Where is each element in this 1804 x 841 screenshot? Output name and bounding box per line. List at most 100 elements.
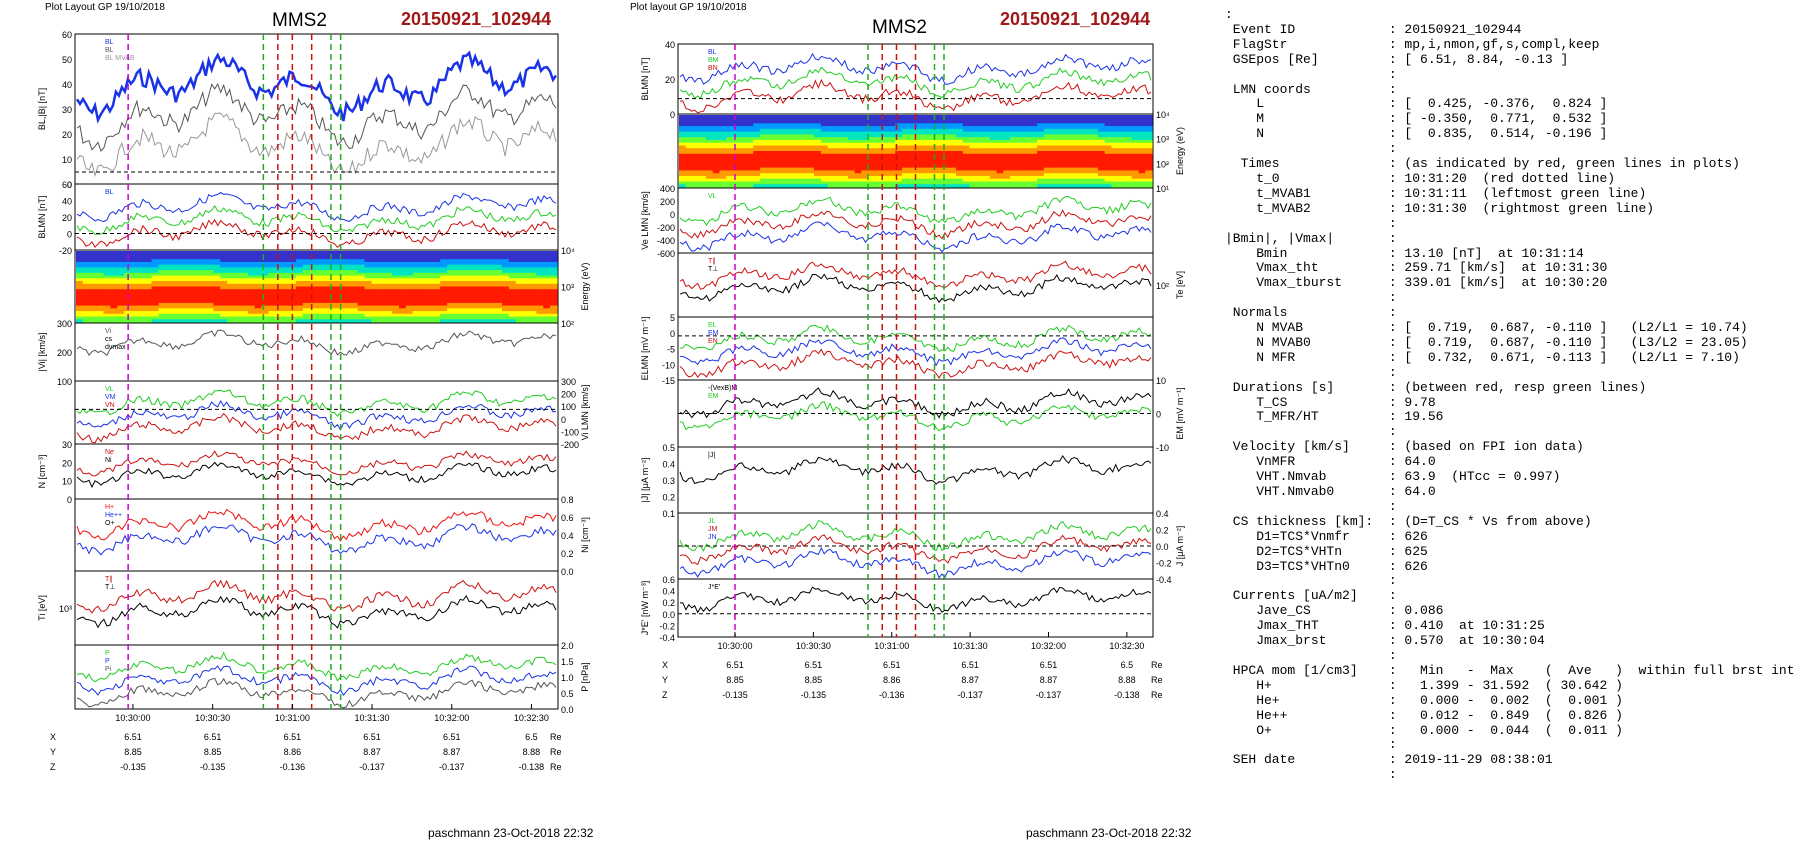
left-heat-cell (543, 267, 551, 271)
mid-heat-cell (699, 151, 707, 155)
left-heat-cell (144, 264, 153, 268)
mid-heat-cell (827, 134, 836, 138)
mid-heat-cell (969, 175, 977, 180)
mid-heat-cell (942, 153, 950, 158)
left-heat-cell (371, 283, 379, 288)
mid-heat-cell (699, 178, 707, 183)
left-heat-cell (371, 305, 379, 309)
left-heat-cell (522, 264, 531, 268)
mid-heat-cell (1037, 178, 1045, 183)
left-heat-cell (399, 305, 407, 309)
left-heat-cell (103, 316, 111, 320)
left-heat-cell (199, 275, 208, 279)
mid-heat-cell (1037, 151, 1045, 155)
mid-ytick-label: 0.5 (662, 443, 675, 453)
left-heat-cell (550, 297, 558, 301)
mid-heat-cell (773, 173, 781, 177)
left-heat-cell (213, 278, 221, 282)
mid-heat-cell (1145, 139, 1153, 144)
mid-heat-cell (692, 137, 700, 141)
mid-heat-cell (1138, 159, 1146, 163)
left-heat-cell (89, 297, 98, 301)
mid-heat-cell (1104, 120, 1113, 124)
left-pos-value: -0.135 (200, 762, 226, 772)
left-heat-cell (158, 270, 166, 274)
mid-heat-cell (820, 148, 829, 152)
left-ytick-label: 200 (57, 348, 72, 358)
mid-heat-cell (692, 156, 700, 160)
left-heat-cell (131, 256, 139, 260)
mid-heat-cell (793, 139, 802, 144)
left-heat-cell (447, 305, 455, 309)
left-heat-cell (364, 281, 373, 285)
left-heat-cell (282, 251, 290, 255)
mid-heat-cell (746, 170, 754, 174)
left-heat-cell (344, 275, 352, 279)
mid-heat-cell (868, 128, 876, 133)
mid-heat-cell (800, 142, 808, 147)
left-heat-cell (522, 302, 531, 307)
left-heat-cell (522, 253, 531, 257)
mid-heat-cell (854, 139, 863, 144)
left-heat-cell (316, 300, 324, 304)
mid-heat-cell (1111, 131, 1119, 135)
mid-heat-cell (780, 131, 788, 135)
mid-heat-cell (983, 142, 991, 147)
left-heat-cell (419, 316, 428, 320)
mid-heat-cell (699, 167, 707, 171)
left-ytick-label: 0.4 (561, 531, 574, 541)
left-heat-cell (316, 270, 324, 274)
left-heat-cell (124, 311, 132, 315)
mid-heat-cell (929, 164, 937, 169)
mid-heat-cell (706, 153, 714, 158)
left-heat-cell (185, 270, 194, 274)
mid-time-label: 10:31:30 (953, 641, 988, 651)
left-heat-cell (165, 275, 173, 279)
mid-heat-cell (875, 178, 883, 183)
mid-heat-cell (868, 120, 876, 124)
mid-heat-cell (1077, 178, 1086, 183)
left-heat-cell (440, 308, 448, 312)
mid-heat-cell (1084, 164, 1092, 169)
left-heat-cell (206, 281, 215, 285)
mid-heat-cell (847, 156, 856, 160)
mid-heat-cell (949, 123, 957, 127)
left-pos-unit: Re (550, 732, 562, 742)
left-heat-cell (220, 267, 228, 271)
mid-heat-cell (820, 131, 829, 135)
mid-heat-cell (800, 178, 808, 183)
mid-heat-cell (719, 148, 727, 152)
left-heat-cell (275, 261, 283, 266)
mid-heat-cell (922, 145, 930, 149)
left-heat-cell (261, 267, 269, 271)
mid-heat-cell (1131, 153, 1140, 158)
mid-heat-cell (1057, 134, 1065, 138)
left-heat-cell (405, 319, 414, 323)
left-pos-value: 6.51 (204, 732, 222, 742)
mid-heat-cell (915, 159, 923, 163)
mid-heat-cell (929, 162, 937, 166)
left-heat-cell (302, 319, 311, 323)
left-heat-cell (234, 283, 242, 288)
mid-heat-cell (706, 184, 714, 188)
left-heat-cell (275, 305, 283, 309)
mid-heat-cell (1125, 170, 1133, 174)
left-heat-cell (405, 308, 414, 312)
left-heat-cell (289, 261, 297, 266)
left-heat-cell (254, 316, 263, 320)
left-heat-cell (474, 316, 482, 320)
mid-heat-cell (719, 131, 727, 135)
left-heat-cell (440, 292, 448, 296)
left-pos-value: -0.137 (359, 762, 385, 772)
left-heat-cell (144, 308, 153, 312)
left-heat-cell (110, 256, 118, 260)
mid-heat-cell (935, 181, 944, 185)
mid-heat-cell (814, 117, 822, 122)
left-heat-cell (515, 308, 524, 312)
left-heat-cell (385, 308, 393, 312)
mid-heat-cell (895, 159, 903, 163)
mid-heat-cell (1003, 170, 1011, 174)
left-heat-cell (440, 267, 448, 271)
left-heat-cell (117, 256, 125, 260)
left-heat-cell (433, 311, 441, 315)
